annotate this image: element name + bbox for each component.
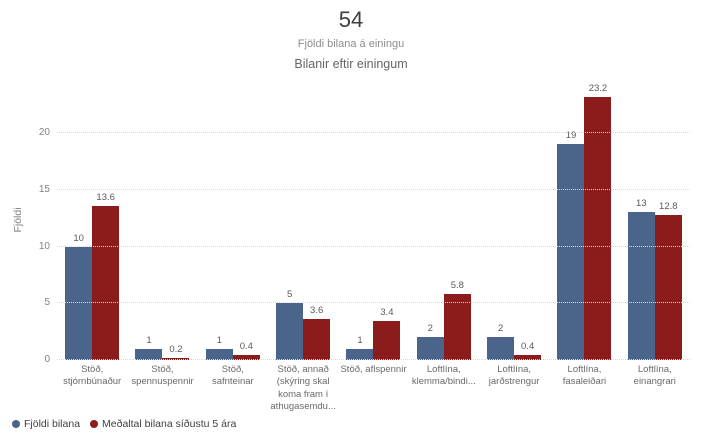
bar-value-label: 1	[146, 334, 152, 346]
legend: Fjöldi bilana Meðaltal bilana síðustu 5 á…	[12, 418, 236, 430]
bar-value-label: 13.6	[96, 191, 115, 203]
bar-value-label: 1	[357, 334, 363, 346]
bar-series1[interactable]: 2	[416, 323, 444, 360]
bar-series2[interactable]: 0.4	[232, 341, 260, 360]
bar-group: 1 0.4	[198, 90, 268, 360]
x-axis-category-label: Stöð, spennuspennir	[131, 364, 194, 388]
bar-value-label: 3.6	[310, 305, 324, 317]
bar-value-label: 12.8	[659, 200, 678, 212]
bar-value-label: 5.8	[450, 280, 464, 292]
bar-series2[interactable]: 0.4	[514, 341, 542, 360]
bar-value-label: 23.2	[588, 82, 608, 94]
plot-area: 10 13.6 1 0.2 1 0.4 5 3.6 1 3.4 2 5.8 2 0.4 19 23.2 13 12…	[57, 83, 690, 360]
bar-value-label: 13	[635, 198, 647, 210]
x-axis-category-label: Stöð, aflspennir	[340, 364, 407, 375]
bar-group: 1 3.4	[338, 90, 408, 360]
bar-series1[interactable]: 1	[135, 335, 163, 360]
legend-item[interactable]: Meðaltal bilana síðustu 5 ára	[90, 418, 236, 430]
legend-label: Fjöldi bilana	[24, 418, 81, 430]
bar-series2[interactable]: 5.8	[443, 280, 471, 360]
bar-value-label: 0.4	[239, 341, 253, 353]
y-axis-tick: 20	[38, 127, 50, 138]
bar-group: 2 0.4	[479, 90, 549, 360]
legend-label: Meðaltal bilana síðustu 5 ára	[102, 418, 237, 430]
bar-group: 1 0.2	[127, 90, 197, 360]
bar-group: 2 5.8	[409, 90, 479, 360]
bar-series2[interactable]: 23.2	[584, 83, 612, 360]
chart-title: Bilanir eftir einingum	[294, 57, 408, 71]
y-axis-tick: 5	[44, 297, 50, 309]
x-axis-category-label: Loftlína, jarðstrengur	[488, 364, 540, 388]
bar-value-label: 10	[73, 232, 84, 244]
bar-value-label: 5	[286, 289, 293, 301]
x-axis-category-label: Loftlína, fasaleiðari	[562, 364, 607, 388]
y-axis-tick: 10	[38, 240, 50, 252]
bar-series2[interactable]: 3.4	[373, 307, 401, 360]
bar-value-label: 2	[427, 323, 433, 335]
bar-value-label: 19	[565, 130, 577, 142]
gridline	[57, 359, 690, 360]
x-axis-category-label: Loftlína, einangrari	[633, 364, 676, 388]
bar-series1[interactable]: 1	[205, 335, 233, 360]
bar-value-label: 0.2	[169, 343, 183, 355]
x-axis-category-label: Stöð, stjórnbúnaður	[63, 364, 122, 388]
bar-group: 13 12.8	[620, 90, 690, 360]
gridline	[57, 302, 690, 304]
kpi-subtitle: Fjöldi bilana á einingu	[297, 38, 405, 50]
x-axis-category-label: Loftlína, klemma/bindi...	[411, 364, 476, 388]
kpi-value: 54	[338, 7, 364, 32]
bar-value-label: 0.4	[521, 341, 535, 353]
x-axis-category-label: Stöð, safnteinar	[211, 364, 254, 388]
y-axis-tick: 15	[38, 183, 50, 195]
y-axis-title: Fjöldi	[12, 207, 24, 233]
bar-series1[interactable]: 5	[276, 289, 304, 360]
gridline	[57, 245, 690, 247]
legend-marker-icon	[90, 420, 99, 428]
bar-value-label: 1	[216, 334, 222, 346]
bar-series2[interactable]: 12.8	[654, 201, 682, 360]
y-axis-tick: 0	[44, 354, 50, 365]
bar-series1[interactable]: 1	[346, 335, 374, 360]
bar-series1[interactable]: 2	[487, 323, 515, 360]
bar-group: 19 23.2	[549, 83, 619, 360]
bar-series1[interactable]: 13	[627, 198, 655, 360]
bar-series2[interactable]: 13.6	[92, 192, 120, 360]
gridline	[57, 188, 690, 190]
bar-series1[interactable]: 19	[557, 130, 585, 360]
bar-series2[interactable]: 0.2	[162, 344, 190, 360]
x-axis-labels: Stöð, stjórnbúnaður Stöð, spennuspennir St…	[57, 364, 690, 413]
bar-series2[interactable]: 3.6	[303, 305, 331, 360]
legend-item[interactable]: Fjöldi bilana	[12, 418, 80, 430]
bar-group: 5 3.6	[268, 90, 338, 360]
bar-value-label: 3.4	[380, 307, 394, 319]
bar-value-label: 2	[497, 323, 504, 335]
bar-group: 10 13.6	[57, 90, 127, 360]
gridline	[57, 132, 690, 134]
legend-marker-icon	[12, 420, 20, 428]
x-axis-category-label: Stöð, annað (skýring skal koma fram í at…	[270, 364, 336, 413]
chart-header: 54 Fjöldi bilana á einingu Bilanir eftir…	[0, 0, 702, 71]
bar-series-container: 10 13.6 1 0.2 1 0.4 5 3.6 1 3.4 2 5.8 2 0.4 19 23.2 13 12…	[57, 83, 690, 360]
